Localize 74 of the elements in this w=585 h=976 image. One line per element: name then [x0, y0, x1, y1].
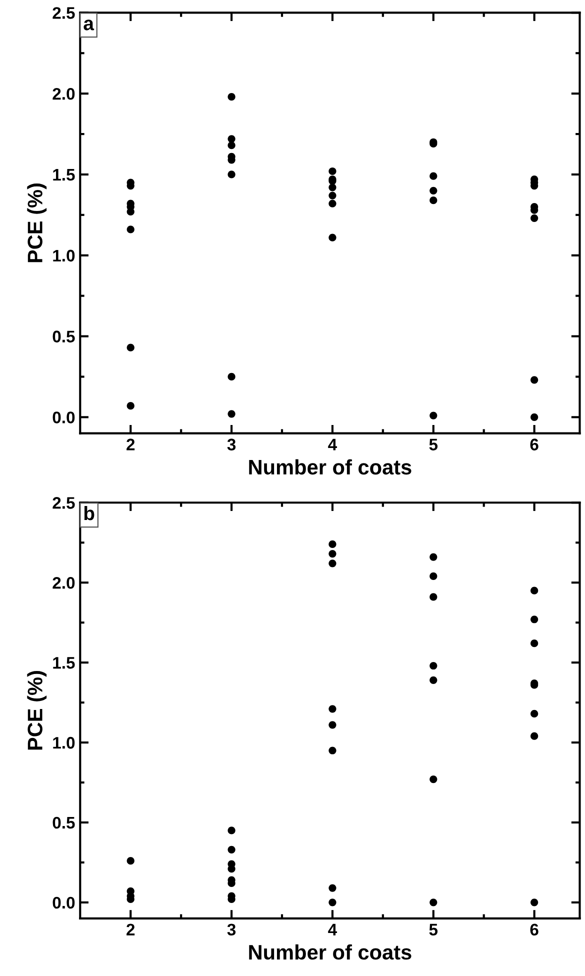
- point: [530, 898, 538, 906]
- point: [328, 746, 336, 754]
- point: [530, 586, 538, 594]
- point: [430, 593, 438, 601]
- point: [328, 898, 336, 906]
- y-tick-label: 1.0: [53, 250, 75, 262]
- point: [126, 226, 134, 234]
- point: [228, 142, 236, 150]
- x-tick-label: 2: [126, 924, 135, 936]
- x-tick-label: 2: [126, 438, 135, 450]
- y-axis-title: PCE (%): [27, 671, 47, 750]
- point: [430, 412, 438, 420]
- point: [430, 572, 438, 580]
- x-tick-label: 3: [227, 924, 236, 936]
- point: [430, 898, 438, 906]
- y-tick-label: 2.5: [52, 7, 75, 19]
- point: [328, 550, 336, 558]
- point: [530, 214, 538, 222]
- point: [228, 372, 236, 381]
- x-axis-title: Number of coats: [249, 459, 412, 475]
- point: [228, 410, 236, 418]
- y-tick-label: 2.0: [52, 577, 75, 589]
- point: [328, 721, 336, 729]
- point: [328, 234, 336, 242]
- y-tick-label: 0.0: [52, 412, 75, 424]
- point: [126, 402, 134, 410]
- point: [328, 884, 336, 892]
- x-tick-label: 4: [328, 438, 338, 450]
- point: [430, 172, 438, 180]
- point: [328, 184, 336, 192]
- x-axis-title: Number of coats: [249, 944, 412, 960]
- y-tick-label: 2.5: [52, 497, 75, 509]
- y-tick-label: 1.5: [53, 657, 75, 669]
- point: [228, 135, 236, 143]
- point: [530, 376, 538, 384]
- point: [530, 732, 538, 740]
- point: [530, 413, 538, 421]
- point: [126, 857, 134, 865]
- x-tick-label: 4: [328, 924, 338, 936]
- point: [430, 662, 438, 670]
- point: [430, 553, 438, 561]
- y-tick-label: 0.5: [52, 330, 75, 342]
- x-tick-label: 5: [429, 924, 438, 936]
- x-tick-label: 3: [227, 438, 236, 450]
- y-tick-label: 1.0: [53, 736, 75, 749]
- annotation: b: [84, 506, 94, 520]
- point: [328, 705, 336, 713]
- point: [228, 93, 236, 101]
- point: [530, 710, 538, 718]
- y-tick-label: 0.5: [52, 816, 75, 829]
- y-axis-title: PCE (%): [27, 184, 47, 262]
- point: [430, 196, 438, 204]
- point: [228, 170, 236, 178]
- x-tick-label: 6: [530, 438, 538, 450]
- point: [228, 846, 236, 854]
- annotation: a: [84, 20, 94, 30]
- point: [126, 344, 134, 352]
- x-tick-label: 6: [530, 924, 538, 936]
- y-tick-label: 2.0: [52, 88, 75, 100]
- point: [430, 775, 438, 784]
- point: [328, 560, 336, 568]
- y-tick-label: 0.0: [52, 896, 75, 909]
- point: [228, 826, 236, 834]
- x-tick-label: 5: [429, 438, 438, 450]
- y-tick-label: 1.5: [53, 169, 75, 181]
- point: [228, 865, 236, 873]
- point: [530, 616, 538, 624]
- point: [328, 167, 336, 176]
- point: [328, 200, 336, 208]
- point: [328, 540, 336, 548]
- point: [430, 186, 438, 194]
- point: [430, 676, 438, 684]
- point: [328, 192, 336, 200]
- point: [530, 640, 538, 648]
